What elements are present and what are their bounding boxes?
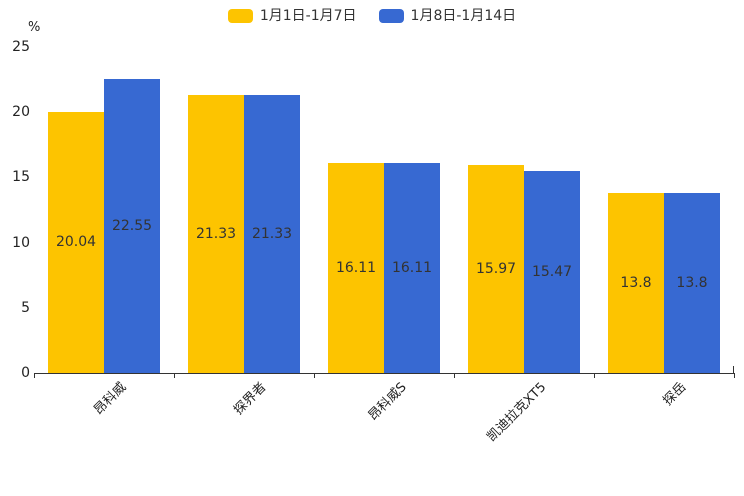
x-axis-tick: [314, 373, 315, 378]
bar-value-label: 15.97: [475, 260, 517, 277]
legend-swatch-blue-icon: [378, 9, 404, 23]
bar-series2-昂科威: 22.55: [104, 78, 160, 373]
bar-value-label: 20.04: [55, 234, 97, 251]
bar-value-label: 16.11: [335, 259, 377, 276]
chart-legend: 1月1日-1月7日 1月8日-1月14日: [0, 7, 744, 25]
x-axis-tick: [594, 373, 595, 378]
bar-value-label: 22.55: [111, 217, 153, 234]
x-axis-tick: [34, 373, 35, 378]
x-axis-label-探界者: 探界者: [231, 379, 270, 419]
legend-item-week2[interactable]: 1月8日-1月14日: [378, 7, 517, 25]
x-axis-label-凯迪拉克XT5: 凯迪拉克XT5: [484, 379, 550, 445]
bar-series1-凯迪拉克XT5: 15.97: [468, 164, 524, 373]
bar-value-label: 13.8: [620, 275, 652, 292]
bar-value-label: 15.47: [531, 264, 573, 281]
bar-value-label: 16.11: [391, 259, 433, 276]
bar-series1-探岳: 13.8: [608, 193, 664, 373]
legend-label-week1: 1月1日-1月7日: [259, 8, 357, 24]
y-axis-unit-label: %: [28, 20, 41, 35]
legend-label-week2: 1月8日-1月14日: [410, 8, 517, 24]
bar-series2-昂科威S: 16.11: [384, 162, 440, 373]
bar-series1-探界者: 21.33: [188, 94, 244, 373]
y-axis-tick-label: 10: [12, 234, 30, 251]
x-axis-tick: [174, 373, 175, 378]
bar-value-label: 21.33: [195, 225, 237, 242]
bar-value-label: 21.33: [251, 225, 293, 242]
y-axis-tick-label: 25: [12, 39, 30, 55]
x-axis-tick: [454, 373, 455, 378]
axis-end-cap: [733, 366, 734, 373]
bar-series1-昂科威: 20.04: [48, 111, 104, 373]
x-axis-tick: [734, 373, 735, 378]
legend-item-week1[interactable]: 1月1日-1月7日: [227, 7, 357, 25]
y-axis-tick-label: 5: [21, 299, 30, 316]
legend-swatch-yellow-icon: [227, 9, 253, 23]
x-axis-line: [34, 372, 735, 374]
bar-series2-凯迪拉克XT5: 15.47: [524, 171, 580, 373]
bar-series1-昂科威S: 16.11: [328, 162, 384, 373]
bar-series2-探岳: 13.8: [664, 193, 720, 373]
x-axis-label-探岳: 探岳: [660, 379, 690, 409]
bar-value-label: 13.8: [676, 275, 708, 292]
y-axis-tick-label: 0: [21, 365, 30, 381]
x-axis-label-昂科威: 昂科威: [91, 379, 130, 419]
x-axis-label-昂科威S: 昂科威S: [365, 379, 410, 424]
y-axis-tick-label: 20: [12, 104, 30, 121]
y-axis-tick-label: 15: [12, 169, 30, 186]
bar-series2-探界者: 21.33: [244, 94, 300, 373]
